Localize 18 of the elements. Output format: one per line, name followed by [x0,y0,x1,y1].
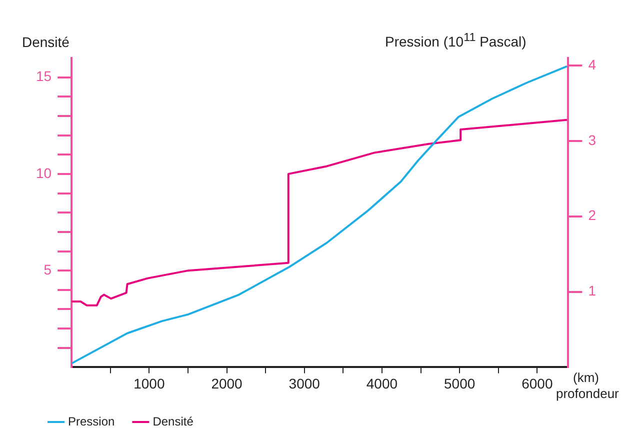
x-tick-label: 4000 [366,375,398,392]
y-tick-label: 5 [44,261,52,278]
y2-axis-title: Pression (10$^{11}$ Pascal) [385,31,526,50]
legend-label: Densité [152,414,194,428]
legend-label: Pression [68,414,115,428]
y2-tick-label: 4 [588,56,596,72]
x-tick-label: 6000 [522,375,553,392]
x-tick-label: 1000 [134,375,165,392]
y-axis-title: Densité [22,34,70,50]
x-tick-label: 5000 [444,375,476,392]
y2-tick-label: 3 [588,132,596,148]
x-tick-label: 2000 [211,375,243,392]
y-tick-label: 15 [36,68,52,84]
y-tick-label: 10 [36,164,52,181]
y2-tick-label: 1 [588,282,596,299]
y2-tick-label: 2 [588,207,596,224]
x-tick-label: 3000 [288,375,320,392]
x-axis-title: (km) profondeur [556,370,619,402]
